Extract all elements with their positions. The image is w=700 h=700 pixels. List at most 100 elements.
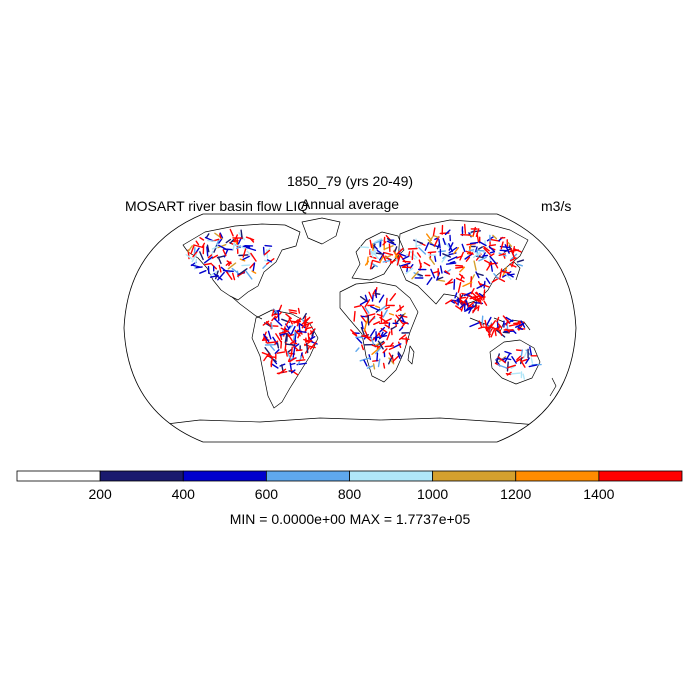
flow-segment [495,353,500,364]
flow-segment [393,355,400,361]
flow-segment [271,363,279,369]
flow-segment [505,328,510,333]
flow-segment [369,239,373,249]
flow-segment [478,256,487,262]
flow-segment [377,358,381,368]
flow-segment [491,278,499,283]
flow-segment [187,245,194,253]
colorbar-tick-label: 1400 [583,486,614,502]
flow-segment [223,248,229,258]
flow-segment [222,269,234,273]
flow-segment [229,228,234,237]
flow-segment [240,229,243,240]
flow-segment [374,292,381,295]
flow-segment [273,309,281,313]
flow-segment [195,240,200,246]
flow-segment [467,301,475,308]
flow-segment [261,352,272,357]
flow-segment [393,343,402,348]
flow-segment [528,364,538,368]
flow-segment [366,256,369,265]
flow-segment [427,251,437,254]
flow-segment [469,296,478,300]
flow-segment [270,323,273,330]
flow-segment [211,254,219,259]
flow-segment [462,281,473,287]
flow-segment [442,253,451,258]
flow-segment [423,261,431,267]
flow-segment [218,264,222,273]
colorbar-tick-label: 200 [88,486,112,502]
flow-segment [525,357,530,364]
flow-segment [430,268,436,279]
colorbar-box [99,470,184,482]
flow-segment [274,349,280,355]
flow-segment [245,246,257,252]
flow-segment [370,305,380,311]
colorbar-box [16,470,101,482]
flow-segment [397,351,403,358]
flow-segment [290,346,293,355]
period-title: Annual average [300,196,400,212]
flow-segment [398,252,407,257]
flow-segment [465,256,471,262]
flow-segment [442,237,446,246]
flow-segment [477,240,487,247]
flow-segment [436,272,441,281]
flow-segment [289,311,298,315]
flow-segment [504,273,512,280]
flow-segment [276,351,286,354]
flow-segment [519,358,526,368]
flow-segment [474,255,484,259]
flow-segment [361,344,364,351]
flow-segment [363,321,368,332]
flow-segment [402,322,409,325]
flow-segment [424,242,430,251]
flow-segment [482,245,490,252]
flow-segment [500,241,504,250]
flow-segment [225,238,232,244]
flow-segment [264,244,273,247]
flow-segment [464,223,467,235]
flow-segment [307,332,310,341]
flow-segment [402,260,411,263]
flow-segment [185,253,193,260]
flow-segment [285,318,291,326]
flow-segment [371,294,374,302]
flow-segment [472,305,478,314]
flow-segment [295,359,306,362]
flow-segment [445,299,453,305]
flow-segment [199,270,207,274]
flow-segment [475,271,480,279]
flow-segment [359,300,368,306]
flow-segment [417,273,423,277]
flow-segment [504,244,510,254]
flow-segment [426,277,433,286]
flow-segment [521,358,528,362]
flow-segment [217,256,222,265]
flow-segment [309,328,316,335]
flow-segment [485,277,491,285]
flow-segment [211,245,219,250]
flow-segment [506,272,514,278]
flow-segment [478,293,484,297]
flow-segment [396,305,405,312]
flow-segment [278,330,289,335]
flow-segment [459,251,464,261]
flow-segment [375,346,383,355]
flow-segment [483,289,486,301]
flow-segment [285,348,288,357]
flow-segment [457,282,462,293]
colorbar-box [432,470,517,482]
flow-segment [415,244,422,247]
flow-segment [306,343,309,354]
flow-segment [266,321,272,327]
variable-title: MOSART river basin flow LIQ [125,198,309,214]
flow-segment [378,305,387,312]
flow-segment [432,227,436,237]
flow-segment [369,260,374,270]
flow-segment [372,259,381,264]
flow-segment [249,262,255,269]
flow-segment [411,271,419,280]
